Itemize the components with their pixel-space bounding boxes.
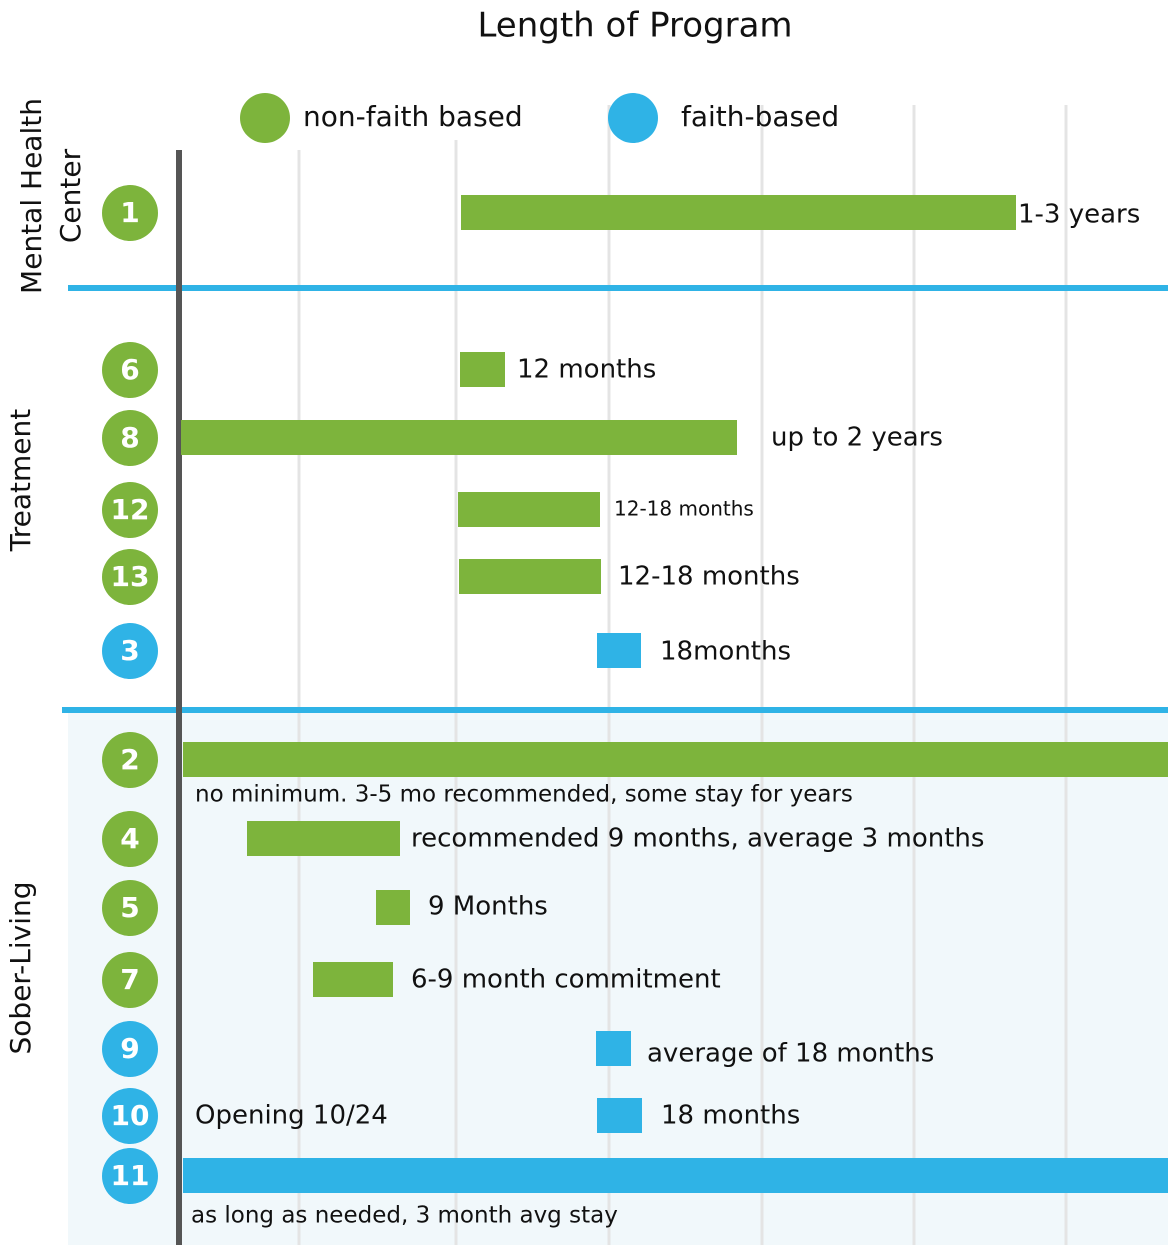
legend-label: non-faith based — [303, 100, 523, 133]
grid — [297, 105, 1068, 1245]
duration-bar — [597, 1098, 642, 1133]
row-badge — [102, 623, 158, 679]
row-number: 7 — [120, 963, 139, 996]
row-number: 13 — [111, 560, 150, 593]
row-note: Opening 10/24 — [195, 1101, 388, 1131]
duration-bar — [596, 1031, 631, 1066]
duration-label: 1-3 years — [1018, 200, 1140, 230]
legend-label: faith-based — [681, 100, 839, 133]
row-badge — [102, 185, 158, 241]
duration-label: as long as needed, 3 month avg stay — [191, 1203, 618, 1229]
duration-bar — [459, 559, 601, 594]
duration-bar — [376, 890, 410, 925]
section-label: Mental Health — [15, 98, 48, 294]
duration-bar — [183, 742, 1168, 777]
row-badge — [102, 880, 158, 936]
row-number: 3 — [120, 634, 139, 667]
title: Length of Program — [477, 6, 792, 46]
duration-label: no minimum. 3-5 mo recommended, some sta… — [195, 782, 853, 808]
duration-label: 12 months — [517, 355, 656, 385]
section-label: Treatment — [4, 409, 37, 552]
duration-label: up to 2 years — [771, 423, 943, 453]
row-badge — [102, 732, 158, 788]
legend-swatch — [240, 93, 290, 143]
duration-bar — [460, 352, 505, 387]
row-number: 2 — [120, 743, 139, 776]
duration-label: 18 months — [661, 1101, 800, 1131]
duration-bar — [458, 492, 600, 527]
row-number: 5 — [120, 891, 139, 924]
duration-label: 6-9 month commitment — [411, 965, 721, 995]
row-number: 12 — [111, 493, 150, 526]
row-badge — [102, 952, 158, 1008]
section-label: Center — [54, 148, 87, 243]
row-badge — [102, 410, 158, 466]
duration-bar — [597, 633, 641, 668]
row-badge — [102, 482, 158, 538]
row-badge — [102, 549, 158, 605]
duration-bar — [183, 1158, 1168, 1193]
row-badge — [102, 811, 158, 867]
row-number: 10 — [111, 1099, 150, 1132]
duration-label: average of 18 months — [647, 1039, 934, 1069]
row-badge — [102, 342, 158, 398]
legend-swatch — [608, 93, 658, 143]
duration-label: 12-18 months — [614, 497, 754, 521]
duration-label: 18months — [660, 637, 791, 667]
row-badge — [102, 1148, 158, 1204]
duration-bar — [181, 420, 737, 455]
duration-bar — [461, 195, 1016, 230]
row-badge — [102, 1021, 158, 1077]
duration-label: 9 Months — [428, 892, 548, 922]
section-label: Sober-Living — [4, 882, 37, 1055]
duration-bar — [313, 962, 393, 997]
row-badge — [102, 1088, 158, 1144]
duration-label: 12-18 months — [618, 562, 800, 592]
row-number: 9 — [120, 1032, 139, 1065]
duration-label: recommended 9 months, average 3 months — [411, 824, 984, 854]
sober-living-background — [68, 713, 1168, 1245]
row-number: 6 — [120, 353, 139, 386]
row-number: 1 — [120, 196, 139, 229]
row-number: 4 — [120, 822, 139, 855]
row-number: 11 — [111, 1159, 150, 1192]
row-number: 8 — [120, 421, 139, 454]
duration-bar — [247, 821, 400, 856]
